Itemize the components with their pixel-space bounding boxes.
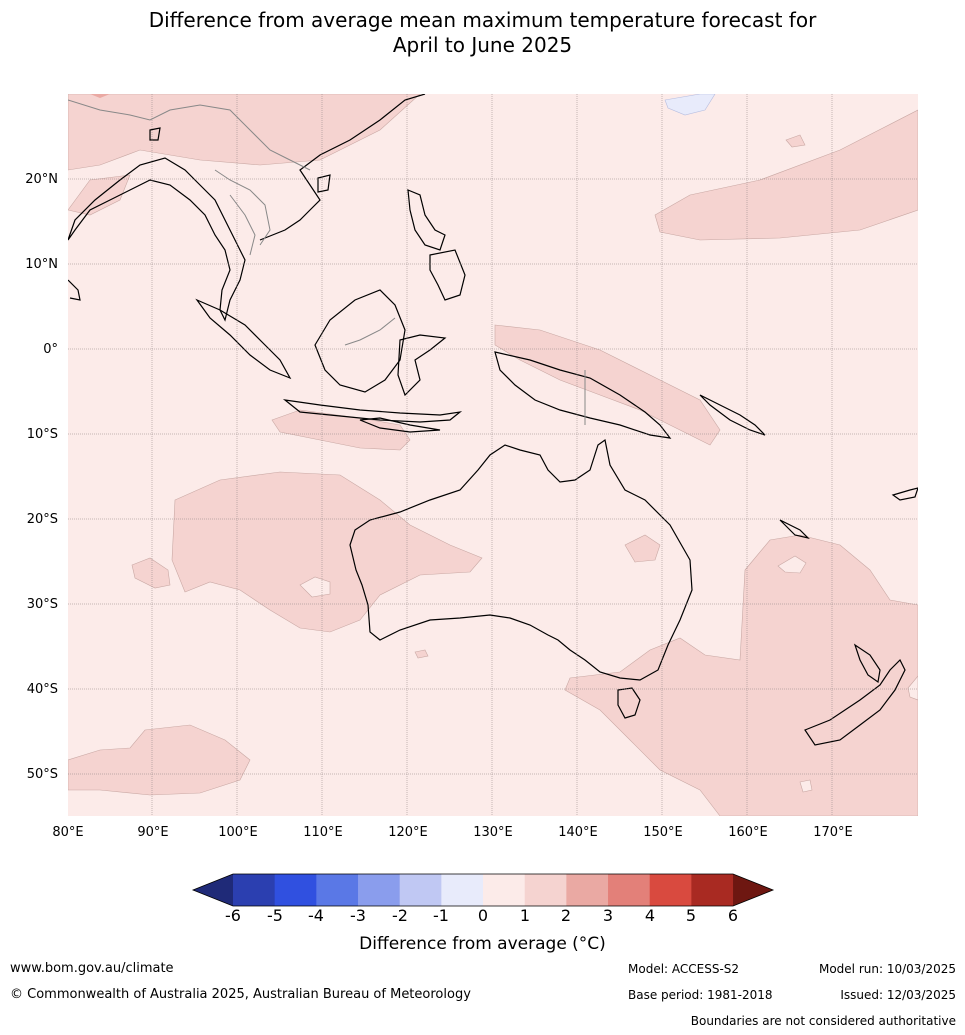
graticule — [68, 94, 918, 816]
anomaly-negative-region — [664, 94, 716, 116]
colorbar-tick: 3 — [602, 906, 614, 925]
lon-tick-label: 80°E — [52, 825, 83, 840]
lon-tick-label: 140°E — [558, 825, 598, 840]
base-period-text: Base period: 1981-2018 — [628, 988, 773, 1002]
colorbar-tick: -5 — [267, 906, 283, 925]
website-link[interactable]: www.bom.gov.au/climate — [10, 961, 174, 976]
colorbar-segment — [316, 874, 359, 906]
colorbar-segment — [649, 874, 692, 906]
anomaly-hole-3 — [907, 675, 918, 701]
colorbar-segment — [608, 874, 651, 906]
lat-tick-label: 30°S — [27, 597, 58, 612]
colorbar-segment — [233, 874, 276, 906]
colorbar-segment — [566, 874, 609, 906]
anomaly-hole-2 — [777, 555, 807, 574]
colorbar-label: Difference from average (°C) — [359, 934, 606, 954]
colorbar-segment — [358, 874, 401, 906]
title-line-1: Difference from average mean maximum tem… — [148, 8, 817, 32]
lon-tick-label: 100°E — [218, 825, 258, 840]
colorbar-tick: -6 — [225, 906, 241, 925]
longitude-tick-labels: 80°E 90°E 100°E 110°E 120°E 130°E 140°E … — [52, 825, 852, 840]
lon-tick-label: 150°E — [643, 825, 683, 840]
lat-tick-label: 40°S — [27, 682, 58, 697]
colorbar-tick: 0 — [477, 906, 489, 925]
model-run-text: Model run: 10/03/2025 — [818, 962, 956, 976]
disclaimer-text: Boundaries are not considered authoritat… — [690, 1014, 956, 1028]
colorbar-segment — [524, 874, 567, 906]
copyright-text: © Commonwealth of Australia 2025, Austra… — [10, 987, 471, 1002]
colorbar-tick: 6 — [727, 906, 739, 925]
colorbar-segment — [399, 874, 442, 906]
colorbar-tick: -2 — [392, 906, 408, 925]
colorbar-tick: 1 — [519, 906, 531, 925]
colorbar-extend-high — [733, 874, 774, 906]
lon-tick-label: 120°E — [388, 825, 428, 840]
lat-tick-label: 10°N — [25, 257, 58, 272]
lon-tick-label: 160°E — [728, 825, 768, 840]
anomaly-hole-1 — [299, 576, 331, 598]
lon-tick-label: 90°E — [137, 825, 168, 840]
colorbar-tick: 5 — [685, 906, 697, 925]
lat-tick-label: 50°S — [27, 767, 58, 782]
title-line-2: April to June 2025 — [392, 33, 573, 57]
lat-tick-label: 0° — [43, 342, 58, 357]
model-text: Model: ACCESS-S2 — [628, 962, 740, 976]
colorbar-extend-low — [193, 874, 233, 906]
colorbar-segment — [441, 874, 484, 906]
anomaly-hole-4 — [799, 779, 813, 793]
colorbar-outline — [191, 873, 775, 907]
colorbar-tick: -3 — [350, 906, 366, 925]
issued-text: Issued: 12/03/2025 — [840, 988, 956, 1002]
colorbar-tick: 2 — [560, 906, 572, 925]
anomaly-2-3-region — [90, 94, 110, 98]
lon-tick-label: 130°E — [473, 825, 513, 840]
colorbar-segment — [274, 874, 317, 906]
latitude-tick-labels: 20°N 10°N 0° 10°S 20°S 30°S 40°S 50°S — [25, 172, 58, 782]
lat-tick-label: 10°S — [27, 427, 58, 442]
colorbar-segment — [483, 874, 526, 906]
colorbar-tick: -1 — [433, 906, 449, 925]
colorbar-tick: -4 — [308, 906, 324, 925]
anomaly-1-2-regions — [68, 94, 918, 816]
map-title: Difference from average mean maximum tem… — [0, 8, 965, 58]
colorbar — [191, 873, 775, 907]
lat-tick-label: 20°S — [27, 512, 58, 527]
coastlines — [68, 94, 918, 746]
colorbar-segment — [691, 874, 734, 906]
national-borders — [68, 99, 586, 425]
lon-tick-label: 110°E — [303, 825, 343, 840]
colorbar-tick: 4 — [644, 906, 656, 925]
lon-tick-label: 170°E — [813, 825, 853, 840]
lat-tick-label: 20°N — [25, 172, 58, 187]
